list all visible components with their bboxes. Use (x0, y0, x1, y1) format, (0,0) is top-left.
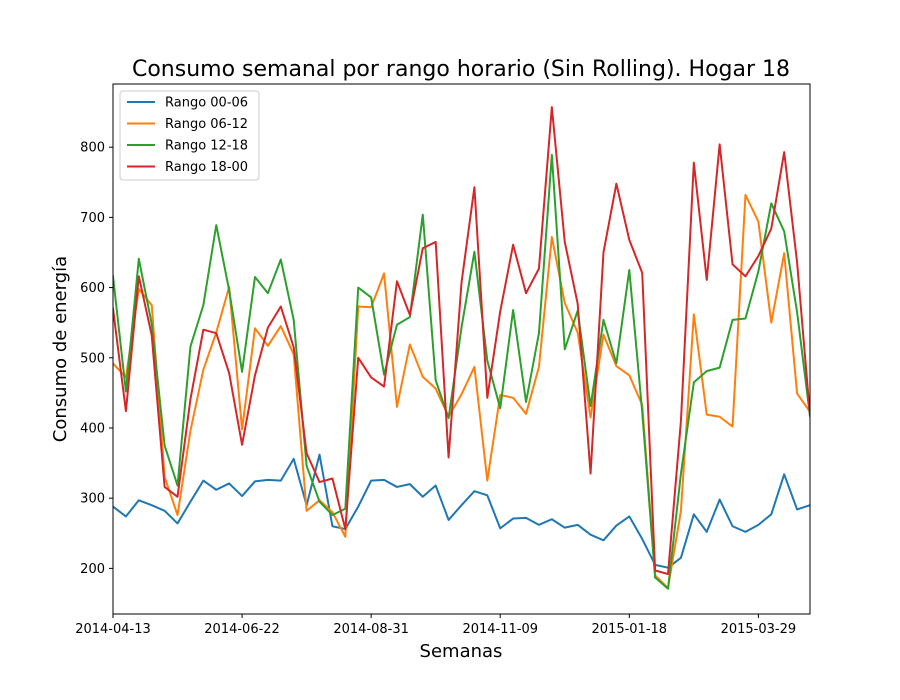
y-tick-label: 600 (80, 281, 105, 296)
legend: Rango 00-06 Rango 06-12 Rango 12-18 Rango 1… (119, 90, 260, 181)
x-tick-label: 2014-06-22 (204, 622, 280, 637)
legend-box (119, 90, 260, 181)
series-line-rango-18-00 (113, 106, 810, 575)
legend-entry-label: Rango 00-06 (165, 96, 248, 111)
x-tick-label: 2015-01-18 (592, 622, 668, 637)
y-tick-label: 800 (80, 141, 105, 156)
series-layer (113, 106, 810, 590)
x-tick-label: 2014-11-09 (462, 622, 538, 637)
x-tick-label: 2015-03-29 (721, 622, 797, 637)
series-line-rango-00-06 (113, 453, 810, 569)
y-tick-label: 500 (80, 351, 105, 366)
legend-entry-label: Rango 06-12 (165, 117, 248, 132)
x-axis-label: Semanas (420, 641, 503, 662)
chart-title: Consumo semanal por rango horario (Sin R… (132, 57, 790, 82)
y-tick-label: 200 (80, 562, 105, 577)
plot-frame (112, 83, 811, 615)
series-line-rango-12-18 (113, 153, 810, 590)
legend-entry-label: Rango 12-18 (165, 139, 248, 154)
y-axis-label: Consumo de energía (50, 256, 71, 442)
y-tick-label: 300 (80, 492, 105, 507)
y-tick-label: 400 (80, 421, 105, 436)
y-tick-label: 700 (80, 211, 105, 226)
legend-entry-label: Rango 18-00 (165, 160, 248, 175)
axes-layer: 200 300 400 500 600 700 800 2014-04-13 2014-06-2… (75, 83, 811, 637)
x-tick-label: 2014-04-13 (75, 622, 151, 637)
x-tick-label: 2014-08-31 (333, 622, 409, 637)
